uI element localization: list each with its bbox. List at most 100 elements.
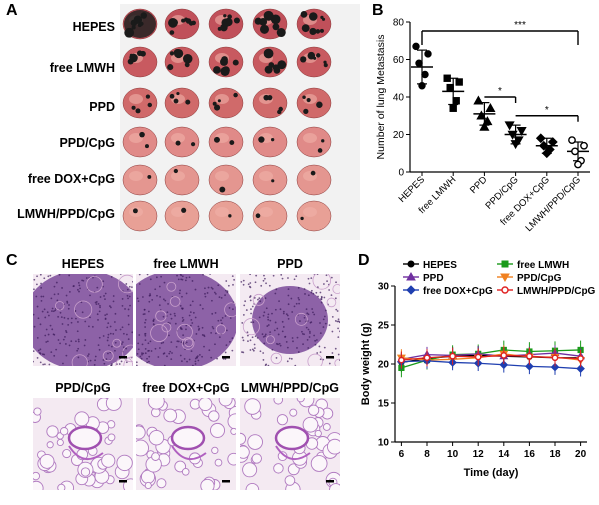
d-point [577, 355, 584, 362]
d-series-line [401, 349, 581, 369]
b-point [479, 121, 490, 131]
row-label-5: LMWH/PPD/CpG [17, 207, 115, 221]
tumor-photo [120, 4, 360, 240]
lung-sample [208, 200, 244, 232]
b-point [412, 42, 420, 51]
lung-sample [164, 46, 200, 78]
histology-label-1: free LMWH [153, 257, 219, 271]
d-xtick-label: 18 [549, 449, 561, 460]
body-weight-chart: 10 15 20 25 30 6 8 10 12 14 16 18 20 Time (day) Body w… [360, 260, 596, 479]
lung-sample [252, 8, 288, 40]
d-legend-marker [406, 271, 416, 281]
d-legend-label: LMWH/PPD/CpG [517, 286, 596, 297]
b-point [507, 130, 518, 140]
lung-sample [164, 126, 200, 158]
lung-sample [208, 164, 244, 196]
histology-image [136, 398, 236, 490]
lung-sample [252, 87, 288, 119]
b-sig-label: * [498, 86, 502, 97]
d-legend: HEPES free LMWH PPD PPD/CpG free DOX+CpG LMWH… [403, 260, 596, 297]
b-point [568, 136, 576, 145]
b-point [455, 78, 463, 86]
lung-sample [252, 46, 288, 78]
b-ytick-label: 20 [393, 130, 405, 141]
lung-sample [122, 87, 158, 119]
lung-sample [252, 164, 288, 196]
b-point [580, 141, 588, 150]
lung-sample [164, 8, 200, 40]
lung-sample [122, 200, 158, 232]
lung-sample [208, 8, 244, 40]
panel-b-letter: B [372, 2, 384, 19]
d-xtick-label: 8 [424, 449, 430, 460]
b-sig-label: *** [514, 20, 526, 31]
d-series-line [401, 360, 581, 370]
lung-sample [208, 87, 244, 119]
lung-sample [208, 126, 244, 158]
d-point [526, 352, 533, 360]
d-axes: 10 15 20 25 30 6 8 10 12 14 16 18 20 Time (day) Body w… [360, 282, 587, 479]
histology-label-4: free DOX+CpG [142, 381, 230, 395]
histology-label-0: HEPES [61, 257, 105, 271]
d-legend-marker [501, 286, 509, 294]
b-point [574, 160, 582, 169]
b-point [473, 95, 484, 105]
lung-sample [252, 126, 288, 158]
b-ytick-label: 0 [398, 168, 404, 179]
lung-sample [122, 8, 158, 40]
b-significance: ***** [421, 20, 579, 122]
d-legend-marker [407, 260, 415, 268]
b-point [424, 50, 432, 58]
d-xtick-label: 14 [498, 449, 510, 460]
histology-image [240, 398, 340, 490]
d-point [474, 353, 482, 361]
d-legend-marker [501, 260, 509, 268]
row-label-0: HEPES [72, 20, 115, 34]
b-point [418, 82, 426, 90]
lung-sample [122, 46, 158, 78]
d-point [550, 362, 560, 372]
d-point [423, 354, 431, 362]
d-ytick-label: 25 [378, 321, 390, 332]
d-point [499, 360, 509, 370]
panel-d-letter: D [358, 252, 370, 269]
histology-label-3: PPD/CpG [55, 381, 111, 395]
d-series-lmwh-ppd-cpg [398, 346, 584, 369]
d-xtick-label: 10 [447, 449, 459, 460]
d-xtick-label: 20 [575, 449, 587, 460]
lung-sample [296, 126, 332, 158]
d-series [396, 340, 586, 378]
lung-sample [164, 87, 200, 119]
panel-c-letter: C [6, 252, 18, 269]
d-xtick-label: 12 [473, 449, 485, 460]
lung-sample [296, 46, 332, 78]
lung-sample [122, 126, 158, 158]
d-ylabel: Body weight (g) [360, 322, 372, 405]
b-point [541, 148, 552, 159]
d-ytick-label: 20 [378, 360, 390, 371]
d-ytick-label: 10 [378, 438, 390, 449]
d-ytick-label: 30 [378, 282, 390, 293]
lung-sample [122, 164, 158, 196]
d-xtick-label: 16 [524, 449, 536, 460]
d-ytick-label: 15 [378, 399, 390, 410]
b-xtick-label: LMWH/PPD/CpG [523, 174, 583, 234]
d-xtick-label: 6 [399, 449, 405, 460]
d-legend-label: PPD/CpG [517, 273, 562, 284]
b-ylabel: Number of lung Metastasis [375, 35, 387, 160]
d-legend-label: free LMWH [517, 260, 569, 271]
b-point [538, 140, 549, 151]
row-label-3: PPD/CpG [59, 136, 115, 150]
lung-sample [208, 46, 244, 78]
b-ytick-label: 40 [393, 93, 405, 104]
d-legend-label: free DOX+CpG [423, 286, 493, 297]
d-point [500, 352, 508, 359]
d-legend-marker [500, 273, 510, 283]
b-point [476, 110, 487, 120]
histology-image [136, 274, 236, 366]
lung-sample [164, 164, 200, 196]
b-point [535, 133, 546, 144]
panel-a-letter: A [6, 2, 18, 19]
lung-sample [296, 200, 332, 232]
histology-label-2: PPD [277, 257, 303, 271]
